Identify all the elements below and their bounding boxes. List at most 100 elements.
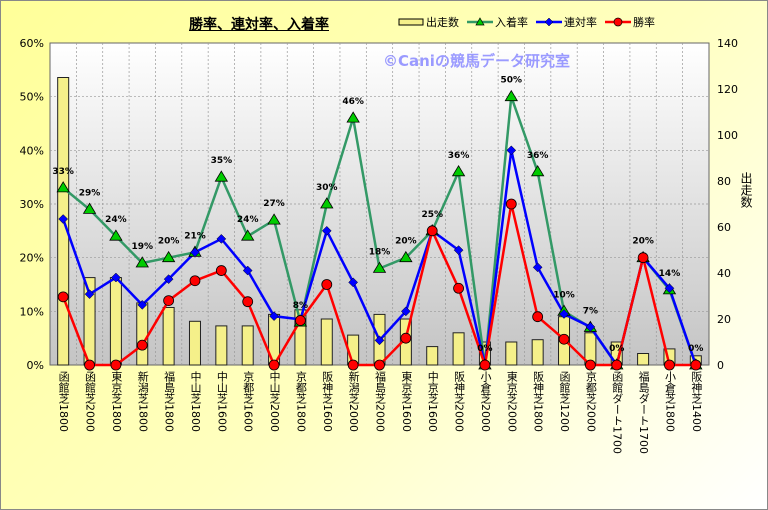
x-tick-label: 福島芝1800 — [162, 371, 176, 432]
point-place-rate — [190, 247, 200, 258]
x-tick-label: 中山芝1800 — [188, 371, 202, 432]
point-win-rate — [664, 359, 675, 371]
point-win-rate — [374, 359, 385, 371]
point-show-rate — [214, 170, 229, 182]
point-show-rate — [451, 165, 466, 177]
point-win-rate — [110, 359, 122, 371]
right-tick-label: 40 — [717, 267, 731, 280]
x-tick-label: 京都芝2000 — [584, 371, 598, 432]
x-tick-label: 阪神芝1800 — [531, 371, 545, 432]
legend-diamond-icon — [536, 17, 562, 27]
x-tick-label: 東京芝1800 — [109, 371, 123, 432]
point-show-rate — [320, 197, 334, 209]
legend-label: 入着率 — [495, 16, 528, 29]
data-label-show-rate: 19% — [131, 242, 153, 252]
right-tick-label: 120 — [717, 83, 738, 96]
left-tick-label: 40% — [20, 144, 44, 157]
point-win-rate — [57, 291, 69, 303]
data-label-show-rate: 36% — [448, 151, 470, 161]
legend-item-place-rate: 連対率 — [536, 14, 597, 30]
left-tick-label: 60% — [20, 37, 44, 50]
point-show-rate — [161, 250, 176, 263]
data-label-show-rate: 7% — [583, 306, 598, 316]
right-tick-label: 20 — [717, 313, 731, 326]
x-tick-label: 函館ダート1700 — [610, 371, 624, 454]
data-label-show-rate: 24% — [105, 215, 127, 225]
point-place-rate — [401, 306, 411, 317]
x-tick-label: 中山芝1600 — [215, 371, 229, 432]
legend: 出走数 入着率 連対率 勝率 — [398, 14, 655, 30]
bar-runs — [215, 325, 228, 366]
left-tick-label: 10% — [20, 305, 44, 318]
right-tick-label: 100 — [717, 129, 738, 142]
legend-bar-swatch — [398, 18, 424, 26]
legend-item-show-rate: 入着率 — [467, 14, 528, 30]
left-tick-label: 20% — [20, 252, 44, 265]
right-tick-label: 0 — [717, 359, 724, 372]
right-axis-label: 出走数 — [739, 172, 753, 208]
point-place-rate — [664, 283, 675, 294]
point-win-rate — [584, 359, 596, 371]
x-tick-label: 福島芝2000 — [373, 371, 387, 432]
x-tick-label: 東京芝2000 — [505, 371, 519, 432]
point-win-rate — [453, 282, 464, 294]
x-tick-label: 函館芝1800 — [57, 371, 71, 432]
point-win-rate — [295, 315, 306, 326]
x-tick-label: 中山芝2000 — [268, 371, 282, 432]
x-tick-label: 京都芝1800 — [294, 371, 308, 432]
right-tick-label: 80 — [717, 175, 731, 188]
point-show-rate — [504, 89, 519, 102]
point-show-rate — [56, 181, 70, 193]
point-show-rate — [82, 202, 97, 214]
legend-item-win-rate: 勝率 — [605, 14, 655, 30]
data-label-show-rate: 0% — [477, 344, 492, 354]
point-win-rate — [611, 359, 623, 371]
data-label-show-rate: 30% — [316, 183, 338, 193]
x-tick-label: 小倉芝1800 — [663, 371, 677, 432]
data-label-show-rate: 20% — [158, 237, 180, 247]
data-label-show-rate: 20% — [395, 237, 417, 247]
data-label-show-rate: 29% — [79, 188, 101, 198]
data-label-show-rate: 27% — [263, 199, 285, 209]
bar-runs — [162, 307, 175, 366]
chart-title: 勝率、連対率、入着率 — [189, 17, 329, 33]
bar-runs — [241, 325, 254, 366]
x-tick-label: 小倉芝2000 — [478, 371, 492, 432]
point-place-rate — [111, 272, 121, 283]
x-tick-label: 福島ダート1700 — [637, 371, 651, 454]
x-tick-label: 函館芝1200 — [558, 371, 572, 432]
point-place-rate — [585, 322, 596, 332]
x-tick-label: 新潟芝2000 — [347, 371, 361, 432]
point-place-rate — [137, 300, 148, 310]
left-tick-label: 50% — [20, 91, 44, 104]
data-label-show-rate: 20% — [632, 237, 654, 247]
point-win-rate — [268, 359, 280, 371]
data-label-show-rate: 21% — [184, 231, 206, 241]
point-win-rate — [690, 359, 702, 371]
x-tick-label: 阪神芝1400 — [689, 371, 703, 432]
data-label-show-rate: 0% — [609, 344, 624, 354]
point-place-rate — [374, 335, 385, 346]
legend-circle-icon — [605, 17, 631, 27]
point-win-rate — [84, 359, 95, 371]
x-tick-label: 阪神芝1600 — [320, 371, 334, 432]
point-win-rate — [479, 359, 491, 371]
left-tick-label: 30% — [20, 198, 44, 211]
point-win-rate — [426, 225, 438, 237]
point-show-rate — [267, 213, 281, 225]
point-win-rate — [242, 296, 254, 308]
point-show-rate — [135, 256, 149, 268]
point-place-rate — [216, 234, 227, 244]
bar-runs — [188, 320, 201, 366]
legend-label: 出走数 — [426, 16, 459, 29]
x-tick-label: 函館芝2000 — [83, 371, 97, 432]
point-place-rate — [242, 265, 253, 276]
point-show-rate — [372, 261, 387, 273]
data-label-show-rate: 46% — [342, 97, 364, 107]
point-win-rate — [505, 198, 517, 210]
point-place-rate — [348, 277, 358, 288]
point-win-rate — [347, 359, 359, 371]
point-win-rate — [558, 333, 570, 345]
point-show-rate — [346, 111, 360, 123]
